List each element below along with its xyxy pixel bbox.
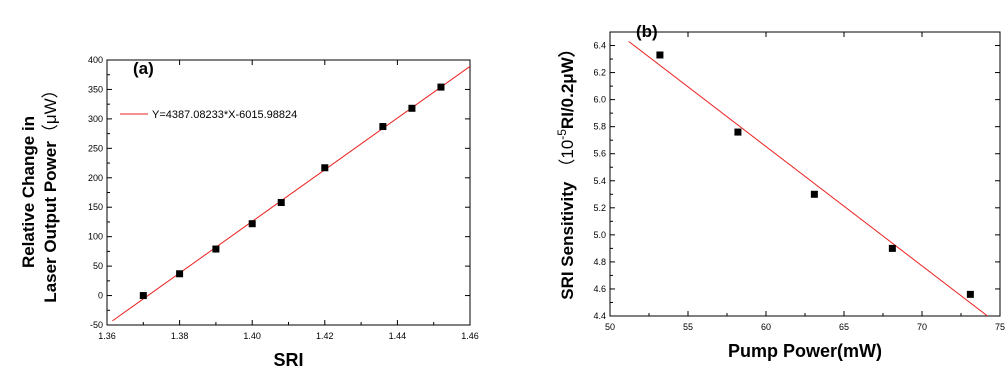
y-axis-label-b-rest: RI/0.2μW） <box>557 40 577 129</box>
y-tick-label-a: 50 <box>93 261 103 271</box>
legend-a: Y=4387.08233*X-6015.98824 <box>120 109 297 121</box>
data-point-a <box>437 83 445 91</box>
data-point-b <box>656 51 664 59</box>
y-axis-label-b-main: SRI Sensitivity <box>558 181 577 300</box>
data-points-a <box>139 83 445 300</box>
y-tick-label-a: 300 <box>88 114 103 124</box>
x-tick-label-b: 75 <box>995 322 1005 332</box>
x-tick-label-b: 65 <box>839 322 849 332</box>
data-point-a <box>277 199 285 207</box>
y-tick-label-a: 200 <box>88 173 103 183</box>
x-axis-label-b: Pump Power(mW) <box>728 341 882 361</box>
data-point-b <box>966 290 974 298</box>
fit-line-b <box>628 41 988 316</box>
y-tick-label-b: 6.2 <box>593 68 606 78</box>
y-tick-label-a: -50 <box>90 320 103 330</box>
y-tick-label-b: 4.4 <box>593 311 606 321</box>
y-tick-label-a: 250 <box>88 143 103 153</box>
x-tick-label-a: 1.36 <box>98 331 116 341</box>
plot-frame-b <box>609 31 1001 317</box>
chart-b: 50 55 60 65 70 75 4.4 4.6 4.8 5.0 5.2 5.4 5.6 5.8 6.0 6… <box>555 22 1005 361</box>
data-point-a <box>248 220 256 228</box>
x-tick-label-b: 70 <box>917 322 927 332</box>
fit-line-a <box>112 65 470 322</box>
axes-a: 1.36 1.38 1.40 1.42 1.44 1.46 -50 0 50 100 150 200 2… <box>88 55 479 341</box>
y-axis-label-b: SRI Sensitivity （10-5RI/0.2μW） <box>555 40 577 300</box>
y-tick-label-a: 400 <box>88 55 103 65</box>
fit-line-b <box>628 41 988 316</box>
x-tick-label-a: 1.42 <box>316 331 334 341</box>
x-tick-label-a: 1.38 <box>171 331 189 341</box>
data-point-a <box>139 292 147 300</box>
y-tick-label-b: 4.6 <box>593 284 606 294</box>
fit-line-a <box>112 65 470 322</box>
x-tick-label-b: 60 <box>761 322 771 332</box>
y-tick-label-b: 6.4 <box>593 41 606 51</box>
y-tick-label-a: 350 <box>88 84 103 94</box>
y-tick-label-b: 5.8 <box>593 122 606 132</box>
y-tick-label-b: 5.2 <box>593 203 606 213</box>
x-tick-label-b: 55 <box>683 322 693 332</box>
x-axis-label-a: SRI <box>273 350 303 370</box>
y-tick-label-a: 100 <box>88 232 103 242</box>
chart-a: 1.36 1.38 1.40 1.42 1.44 1.46 -50 0 50 100 150 200 2… <box>19 55 479 370</box>
x-tick-label-a: 1.40 <box>243 331 261 341</box>
y-axis-label-a-line1: Relative Change in <box>19 116 38 268</box>
y-tick-label-b: 5.0 <box>593 230 606 240</box>
y-tick-label-b: 4.8 <box>593 257 606 267</box>
y-axis-label-b-sup: -5 <box>555 129 569 140</box>
plot-frame-a <box>106 59 471 326</box>
panel-label-a: (a) <box>133 59 154 78</box>
y-tick-label-b: 6.0 <box>593 95 606 105</box>
y-axis-label-a-text: Laser Output Power <box>41 141 60 303</box>
x-tick-label-a: 1.46 <box>461 331 479 341</box>
y-tick-label-a: 0 <box>98 291 103 301</box>
x-tick-label-b: 50 <box>605 322 615 332</box>
data-point-b <box>734 128 742 136</box>
legend-label-a: Y=4387.08233*X-6015.98824 <box>152 109 297 121</box>
data-point-b <box>810 190 818 198</box>
data-points-b <box>656 51 974 298</box>
data-point-a <box>176 270 184 278</box>
data-point-b <box>888 244 896 252</box>
y-tick-label-a: 150 <box>88 202 103 212</box>
data-point-a <box>212 245 220 253</box>
x-tick-label-a: 1.44 <box>389 331 407 341</box>
data-point-a <box>321 164 329 172</box>
y-axis-label-b-paren: （10 <box>558 140 577 176</box>
y-axis-unit-a: （μW） <box>41 81 60 141</box>
data-point-a <box>408 104 416 112</box>
panel-label-b: (b) <box>636 22 658 41</box>
y-tick-label-b: 5.4 <box>593 176 606 186</box>
data-point-a <box>379 123 387 131</box>
axes-b: 50 55 60 65 70 75 4.4 4.6 4.8 5.0 5.2 5.4 5.6 5.8 6.0 6… <box>593 32 1005 332</box>
y-tick-label-b: 5.6 <box>593 149 606 159</box>
y-axis-label-a-line2: Laser Output Power（μW） <box>41 81 60 302</box>
